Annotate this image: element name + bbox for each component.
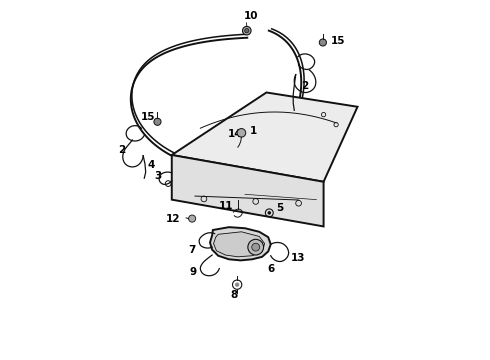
Circle shape bbox=[252, 243, 260, 251]
Text: 10: 10 bbox=[244, 12, 259, 21]
Text: 2: 2 bbox=[301, 81, 309, 91]
Circle shape bbox=[154, 118, 161, 125]
Text: 5: 5 bbox=[276, 203, 284, 213]
Text: 11: 11 bbox=[219, 201, 234, 211]
Text: 8: 8 bbox=[231, 290, 238, 300]
Text: 1: 1 bbox=[250, 126, 258, 136]
Text: 6: 6 bbox=[267, 264, 274, 274]
Text: 2: 2 bbox=[118, 145, 125, 155]
Text: 14: 14 bbox=[228, 129, 243, 139]
Polygon shape bbox=[172, 155, 323, 226]
Circle shape bbox=[189, 215, 196, 222]
Text: 12: 12 bbox=[166, 213, 180, 224]
Polygon shape bbox=[210, 227, 270, 260]
Text: 9: 9 bbox=[190, 267, 197, 277]
Text: 4: 4 bbox=[147, 160, 155, 170]
Circle shape bbox=[319, 39, 326, 46]
Text: 13: 13 bbox=[291, 253, 305, 263]
Text: 15: 15 bbox=[331, 36, 345, 46]
Circle shape bbox=[248, 239, 264, 255]
Circle shape bbox=[245, 28, 249, 33]
Circle shape bbox=[237, 129, 245, 137]
Circle shape bbox=[268, 211, 271, 215]
Polygon shape bbox=[172, 93, 358, 182]
Text: 7: 7 bbox=[189, 245, 196, 255]
Circle shape bbox=[235, 283, 239, 287]
Polygon shape bbox=[214, 232, 265, 257]
Text: 15: 15 bbox=[141, 112, 155, 122]
Text: 3: 3 bbox=[154, 171, 161, 181]
Circle shape bbox=[243, 26, 251, 35]
